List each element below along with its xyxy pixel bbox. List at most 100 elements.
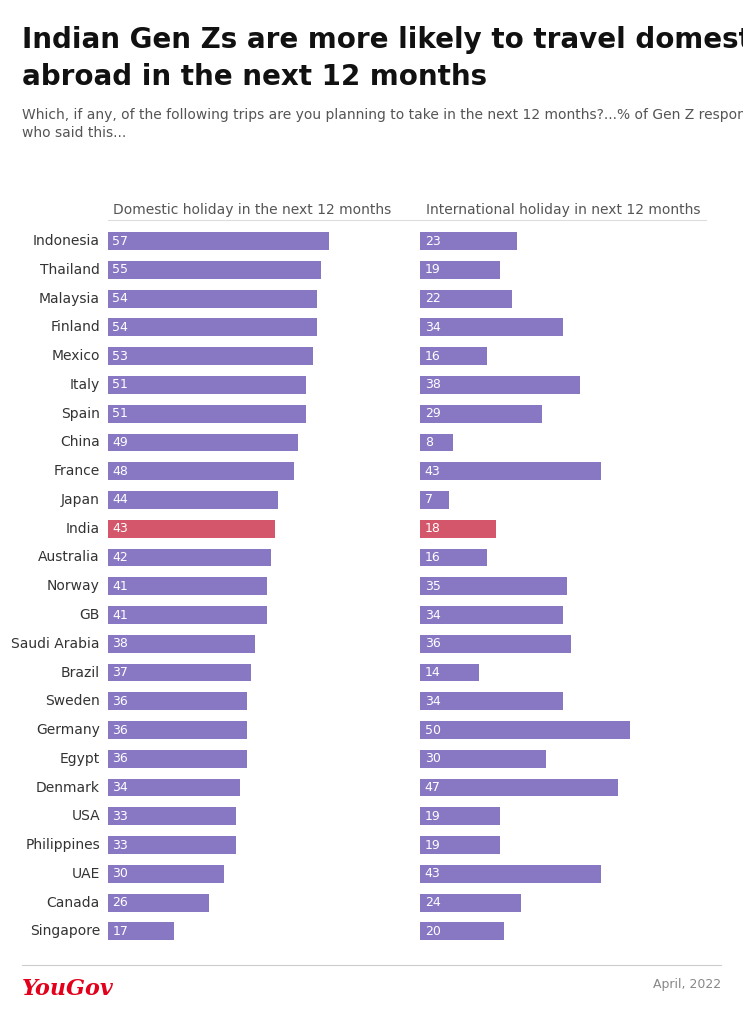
Text: Finland: Finland <box>51 321 100 335</box>
Text: 19: 19 <box>425 263 441 276</box>
Bar <box>420 376 580 394</box>
Bar <box>420 664 478 681</box>
Bar <box>420 923 504 940</box>
Text: Singapore: Singapore <box>30 925 100 938</box>
Text: 41: 41 <box>112 608 128 622</box>
Text: 43: 43 <box>425 465 441 477</box>
Bar <box>108 404 305 423</box>
Text: 51: 51 <box>112 379 129 391</box>
Text: Germany: Germany <box>36 723 100 737</box>
Bar <box>420 549 487 566</box>
Text: GB: GB <box>80 608 100 622</box>
Bar <box>108 865 224 883</box>
Text: Malaysia: Malaysia <box>39 292 100 305</box>
Bar <box>108 376 305 394</box>
Text: 38: 38 <box>112 637 129 650</box>
Bar <box>420 606 563 624</box>
Text: 19: 19 <box>425 810 441 823</box>
Bar <box>108 433 298 452</box>
Text: 43: 43 <box>112 522 128 536</box>
Bar <box>108 290 317 307</box>
Text: 34: 34 <box>425 608 441 622</box>
Text: 17: 17 <box>112 925 129 938</box>
Text: Domestic holiday in the next 12 months: Domestic holiday in the next 12 months <box>113 203 392 217</box>
Bar <box>420 261 500 279</box>
Bar <box>108 894 209 911</box>
Text: Canada: Canada <box>47 896 100 909</box>
Text: 8: 8 <box>425 436 433 449</box>
Text: India: India <box>66 521 100 536</box>
Text: 49: 49 <box>112 436 128 449</box>
Bar <box>420 578 567 595</box>
Text: 30: 30 <box>112 867 129 881</box>
Text: April, 2022: April, 2022 <box>652 978 721 991</box>
Text: 14: 14 <box>425 666 441 679</box>
Bar <box>108 778 239 797</box>
Bar <box>108 721 247 739</box>
Bar <box>108 635 255 652</box>
Text: Mexico: Mexico <box>51 349 100 364</box>
Text: 43: 43 <box>425 867 441 881</box>
Text: Indonesia: Indonesia <box>33 234 100 248</box>
Bar <box>108 232 329 250</box>
Text: Spain: Spain <box>61 407 100 421</box>
Bar <box>420 232 516 250</box>
Text: 34: 34 <box>112 781 128 794</box>
Text: 33: 33 <box>112 839 128 852</box>
Text: 36: 36 <box>112 695 128 708</box>
Text: 36: 36 <box>112 753 128 765</box>
Bar <box>108 664 251 681</box>
Bar <box>420 692 563 711</box>
Text: Denmark: Denmark <box>36 780 100 795</box>
Bar <box>420 433 453 452</box>
Text: Philippines: Philippines <box>25 838 100 852</box>
Text: Italy: Italy <box>70 378 100 392</box>
Text: Australia: Australia <box>39 551 100 564</box>
Text: 29: 29 <box>425 408 441 420</box>
Text: Sweden: Sweden <box>45 694 100 709</box>
Bar <box>420 778 617 797</box>
Bar <box>420 404 542 423</box>
Text: Egypt: Egypt <box>59 752 100 766</box>
Text: USA: USA <box>71 809 100 823</box>
Text: 16: 16 <box>425 551 441 564</box>
Bar <box>108 318 317 336</box>
Text: 30: 30 <box>425 753 441 765</box>
Text: 18: 18 <box>425 522 441 536</box>
Text: 22: 22 <box>425 292 441 305</box>
Bar <box>420 635 571 652</box>
Text: 37: 37 <box>112 666 129 679</box>
Bar <box>420 520 496 538</box>
Bar <box>420 347 487 366</box>
Bar <box>108 606 267 624</box>
Text: 54: 54 <box>112 321 129 334</box>
Bar <box>420 290 513 307</box>
Text: 42: 42 <box>112 551 128 564</box>
Text: YouGov: YouGov <box>22 978 114 999</box>
Text: 20: 20 <box>425 925 441 938</box>
Text: 34: 34 <box>425 321 441 334</box>
Text: 19: 19 <box>425 839 441 852</box>
Text: 38: 38 <box>425 379 441 391</box>
Text: 16: 16 <box>425 349 441 362</box>
Text: Norway: Norway <box>47 580 100 593</box>
Text: 47: 47 <box>425 781 441 794</box>
Text: 23: 23 <box>425 234 441 248</box>
Bar <box>108 492 279 509</box>
Text: abroad in the next 12 months: abroad in the next 12 months <box>22 63 487 91</box>
Bar <box>108 750 247 768</box>
Text: Which, if any, of the following trips are you planning to take in the next 12 mo: Which, if any, of the following trips ar… <box>22 108 743 140</box>
Text: 51: 51 <box>112 408 129 420</box>
Bar <box>108 692 247 711</box>
Text: Brazil: Brazil <box>61 666 100 680</box>
Text: 55: 55 <box>112 263 129 276</box>
Bar <box>108 923 174 940</box>
Bar <box>420 750 546 768</box>
Text: 53: 53 <box>112 349 129 362</box>
Text: 50: 50 <box>425 724 441 736</box>
Bar <box>108 837 236 854</box>
Bar <box>108 347 314 366</box>
Bar <box>420 462 600 480</box>
Bar <box>420 721 630 739</box>
Text: 41: 41 <box>112 580 128 593</box>
